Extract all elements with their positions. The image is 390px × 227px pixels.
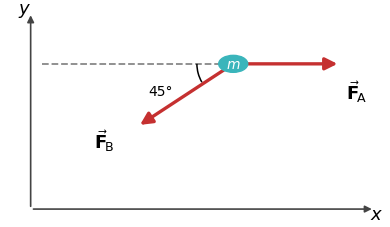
Text: $\vec{\mathbf{F}}_{\!\mathsf{A}}$: $\vec{\mathbf{F}}_{\!\mathsf{A}}$ — [346, 78, 367, 104]
Text: $y$: $y$ — [18, 2, 32, 20]
Text: 45°: 45° — [148, 84, 173, 98]
Text: $x$: $x$ — [370, 205, 383, 222]
Circle shape — [219, 56, 248, 73]
Text: $\vec{\mathbf{F}}_{\!\mathsf{B}}$: $\vec{\mathbf{F}}_{\!\mathsf{B}}$ — [94, 127, 114, 153]
Text: $m$: $m$ — [226, 58, 241, 72]
